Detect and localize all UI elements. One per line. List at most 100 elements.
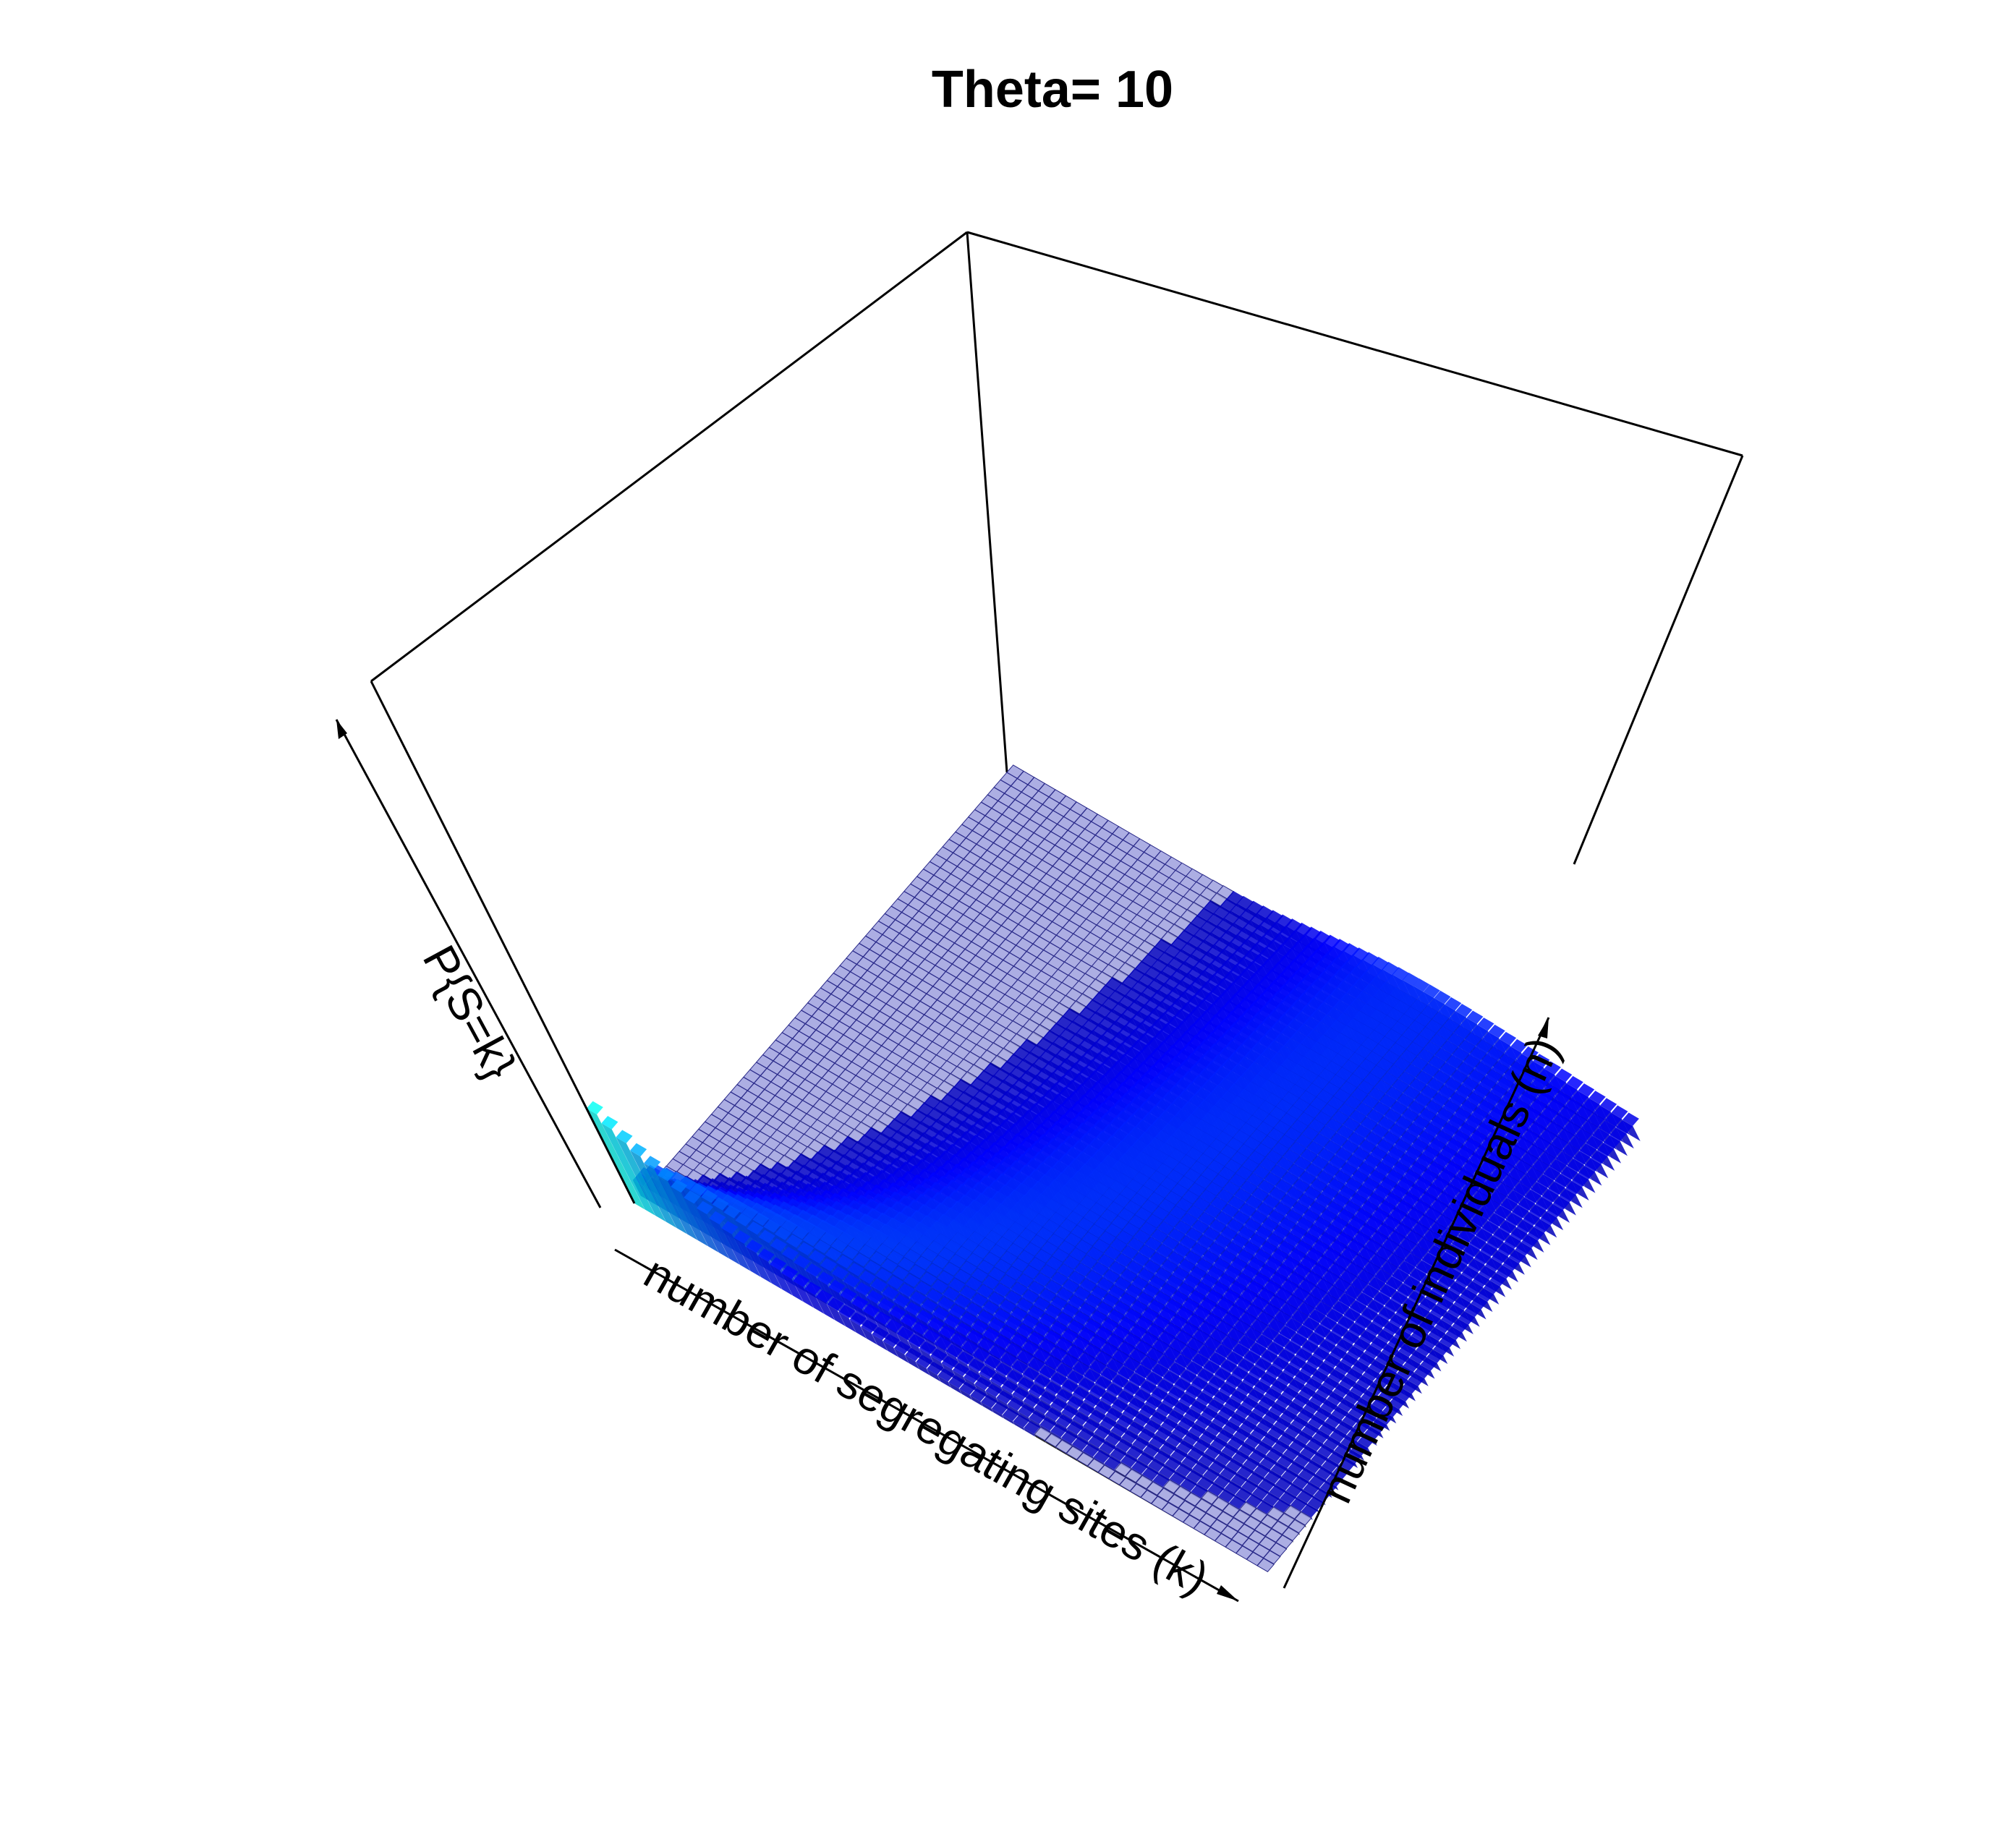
bar-top xyxy=(1265,1150,1283,1164)
bar-top xyxy=(1536,1091,1554,1105)
bar-top xyxy=(1466,1010,1484,1024)
bar-top xyxy=(1522,1130,1539,1143)
bar-top xyxy=(1317,1148,1335,1162)
bar-top xyxy=(1378,1036,1395,1050)
bar-top xyxy=(1476,1288,1494,1302)
bar-top xyxy=(1280,1113,1297,1127)
bar-top xyxy=(1510,1227,1527,1241)
bar-top xyxy=(1424,1041,1441,1055)
bar-top xyxy=(1374,1162,1392,1176)
bar-top xyxy=(1353,1066,1370,1080)
bar-top xyxy=(1471,1025,1488,1038)
bar-top xyxy=(1356,991,1373,1004)
bar-top xyxy=(1357,1024,1374,1038)
bar-top xyxy=(1385,1193,1402,1206)
bar-top xyxy=(1393,1000,1411,1014)
bar-top xyxy=(1392,1079,1409,1093)
bar-top xyxy=(1267,1072,1285,1086)
bar-top xyxy=(1493,1039,1510,1053)
bar-top xyxy=(1229,1116,1246,1130)
bar-top xyxy=(1364,1072,1381,1087)
bar-top xyxy=(1366,996,1383,1010)
bar-top xyxy=(1463,1138,1481,1152)
bar-top xyxy=(1528,1204,1546,1219)
box-edge-back-left xyxy=(370,231,968,683)
bar-top xyxy=(1548,1182,1565,1195)
bar-top xyxy=(1453,1025,1471,1039)
bar-top xyxy=(1389,1124,1406,1138)
bar-top xyxy=(1578,1166,1595,1180)
bar-top xyxy=(1416,1153,1433,1168)
bar-top xyxy=(1218,1110,1235,1125)
bar-top xyxy=(1322,1082,1340,1096)
bar-top xyxy=(1327,1178,1345,1193)
bar-top xyxy=(1412,1222,1429,1237)
bar-top xyxy=(1500,1031,1517,1046)
bar-top xyxy=(1342,1059,1359,1073)
bar-top xyxy=(1407,1207,1424,1221)
bar-top xyxy=(1356,1102,1373,1117)
bar-top xyxy=(1446,1138,1463,1152)
bar-top xyxy=(1310,1179,1327,1193)
bar-top xyxy=(1609,1127,1627,1142)
bar-top xyxy=(1276,1157,1293,1171)
bar-top xyxy=(1568,1136,1586,1150)
bar-top xyxy=(1455,1274,1472,1288)
bar-top xyxy=(1411,999,1428,1013)
bar-top xyxy=(1484,1092,1501,1106)
bar-top xyxy=(1261,1135,1278,1149)
bar-top xyxy=(1333,1088,1351,1103)
bar-top xyxy=(1538,1069,1555,1083)
bar-top xyxy=(1576,1106,1594,1119)
bar-top xyxy=(1442,1206,1459,1221)
bar-top xyxy=(1386,1169,1403,1184)
bar-top xyxy=(1265,1093,1283,1106)
bar-top xyxy=(1551,1136,1568,1151)
bar-top xyxy=(1314,1112,1332,1125)
bar-top xyxy=(1497,1242,1515,1257)
bar-top xyxy=(1565,1181,1583,1195)
bar-top xyxy=(1288,1084,1306,1098)
bar-top xyxy=(1458,1229,1475,1243)
bar-top xyxy=(1509,1062,1526,1075)
bar-top xyxy=(1231,1096,1249,1109)
bar-top xyxy=(1453,1108,1471,1122)
bar-top xyxy=(1450,1259,1467,1274)
bar-top xyxy=(1414,1012,1432,1027)
bar-top xyxy=(1403,1086,1420,1100)
bar-top xyxy=(1441,1041,1458,1054)
bar-top xyxy=(1469,1047,1487,1061)
bar-top xyxy=(1370,1009,1387,1023)
bar-top xyxy=(1460,1018,1477,1032)
bar-top xyxy=(1243,1136,1261,1151)
bar-top xyxy=(1511,1205,1528,1219)
bar-top xyxy=(1527,1227,1544,1241)
bar-top xyxy=(1391,1021,1408,1035)
bar-top xyxy=(1313,1021,1330,1036)
bar-top xyxy=(1382,1132,1400,1146)
bar-top xyxy=(1489,1190,1507,1204)
bar-top xyxy=(1479,1077,1496,1091)
bar-top xyxy=(1461,1078,1479,1091)
bar-top xyxy=(1516,1220,1534,1234)
bar-top xyxy=(1351,1170,1368,1184)
bar-top xyxy=(1335,1148,1352,1161)
bar-top xyxy=(1462,1161,1479,1174)
bar-top xyxy=(1520,1069,1537,1083)
bar-top xyxy=(1430,1033,1447,1048)
bar-top xyxy=(1466,1281,1483,1295)
bar-top xyxy=(1399,1238,1416,1252)
bar-top xyxy=(1329,1156,1346,1169)
bar-top xyxy=(1321,1047,1338,1061)
bar-top xyxy=(1586,1135,1603,1150)
bar-top xyxy=(1321,1186,1338,1200)
bar-top xyxy=(1421,1005,1438,1019)
bar-top xyxy=(1393,1139,1411,1153)
bar-top xyxy=(1343,1005,1360,1019)
bar-top xyxy=(1372,1208,1390,1222)
bar-top xyxy=(1491,1250,1508,1264)
bar-top xyxy=(1314,1054,1332,1069)
bar-top xyxy=(1510,1038,1528,1053)
bar-top xyxy=(1379,1094,1396,1108)
bar-top xyxy=(1374,1080,1392,1093)
